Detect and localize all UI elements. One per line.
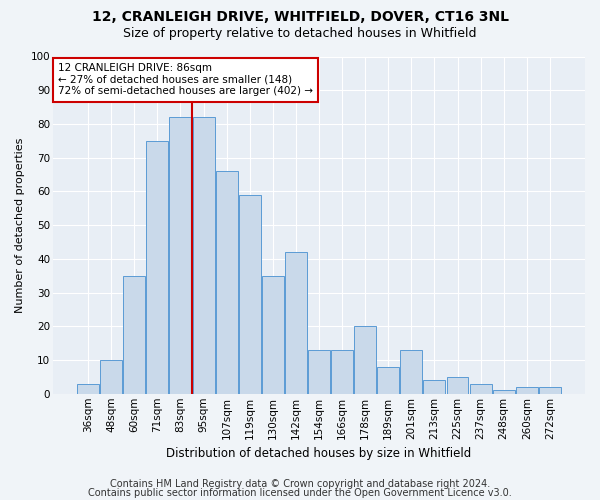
Bar [77, 384, 99, 394]
Bar [539, 387, 561, 394]
Bar [193, 117, 215, 394]
Bar [470, 384, 491, 394]
Bar [516, 387, 538, 394]
Bar [262, 276, 284, 394]
Bar [239, 195, 260, 394]
Bar [354, 326, 376, 394]
Bar [400, 350, 422, 394]
X-axis label: Distribution of detached houses by size in Whitfield: Distribution of detached houses by size … [166, 447, 472, 460]
Bar [285, 252, 307, 394]
Bar [331, 350, 353, 394]
Bar [100, 360, 122, 394]
Bar [169, 117, 191, 394]
Bar [377, 367, 399, 394]
Bar [215, 171, 238, 394]
Y-axis label: Number of detached properties: Number of detached properties [15, 138, 25, 313]
Text: Contains HM Land Registry data © Crown copyright and database right 2024.: Contains HM Land Registry data © Crown c… [110, 479, 490, 489]
Bar [424, 380, 445, 394]
Bar [308, 350, 330, 394]
Bar [124, 276, 145, 394]
Bar [146, 141, 169, 394]
Text: Size of property relative to detached houses in Whitfield: Size of property relative to detached ho… [123, 28, 477, 40]
Text: 12, CRANLEIGH DRIVE, WHITFIELD, DOVER, CT16 3NL: 12, CRANLEIGH DRIVE, WHITFIELD, DOVER, C… [91, 10, 509, 24]
Bar [446, 377, 469, 394]
Bar [493, 390, 515, 394]
Text: Contains public sector information licensed under the Open Government Licence v3: Contains public sector information licen… [88, 488, 512, 498]
Text: 12 CRANLEIGH DRIVE: 86sqm
← 27% of detached houses are smaller (148)
72% of semi: 12 CRANLEIGH DRIVE: 86sqm ← 27% of detac… [58, 63, 313, 96]
